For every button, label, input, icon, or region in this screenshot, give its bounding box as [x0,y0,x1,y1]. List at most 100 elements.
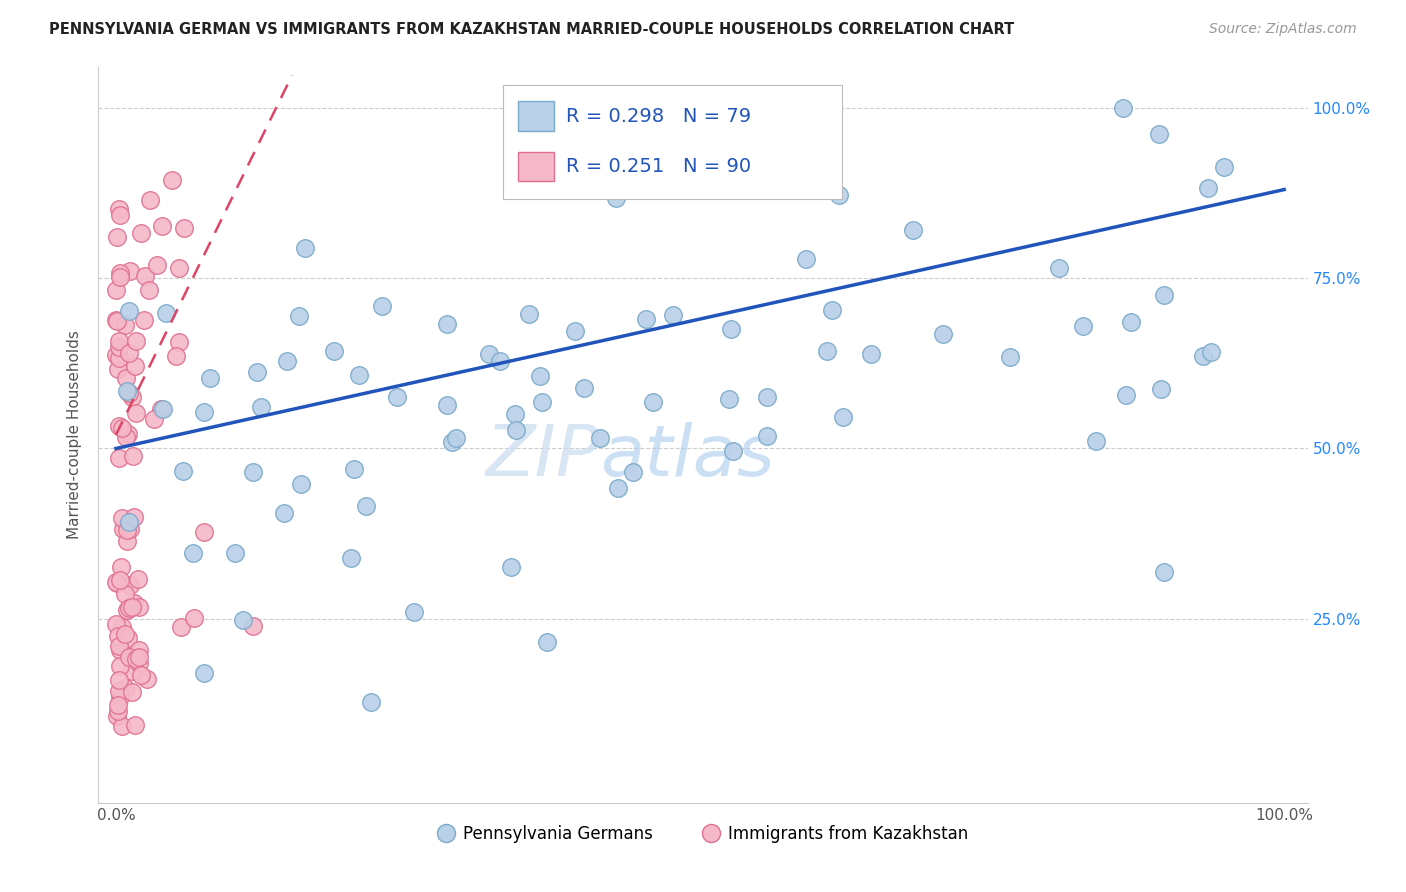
Point [242,619,264,633]
Point [131,667,153,681]
Point [529,368,551,383]
Point [531,395,554,409]
Point [115,430,138,444]
Point [115,603,138,617]
Point [110,620,132,634]
Point [488,354,510,368]
Point [121,449,143,463]
Point [118,346,141,360]
Point [343,462,366,476]
Point [246,365,269,379]
Point [138,193,160,207]
Point [224,546,246,560]
Text: R = 0.298   N = 79: R = 0.298 N = 79 [567,107,751,126]
Point [152,402,174,417]
Point [108,643,131,657]
Point [121,600,143,615]
Point [1150,382,1173,396]
Point [124,334,146,348]
Point [111,421,134,435]
Point [794,252,817,267]
Point [105,709,128,723]
Point [721,444,744,458]
Point [152,219,174,233]
Point [108,419,131,434]
Point [661,308,683,322]
Text: atlas: atlas [600,423,775,491]
Point [105,616,128,631]
Point [436,398,458,412]
Point [127,572,149,586]
Point [108,639,131,653]
Point [1119,314,1142,328]
Point [402,605,425,619]
Text: ZIP: ZIP [486,423,600,491]
Point [110,573,132,587]
Point [117,303,139,318]
Point [114,627,136,641]
Point [340,550,363,565]
Legend: Pennsylvania Germans, Immigrants from Kazakhstan: Pennsylvania Germans, Immigrants from Ka… [432,818,974,850]
Point [124,406,146,420]
Point [111,719,134,733]
Point [436,317,458,331]
Point [107,340,129,354]
Point [125,651,148,665]
Point [149,402,172,417]
Point [114,371,136,385]
Point [107,673,129,688]
Text: R = 0.251   N = 90: R = 0.251 N = 90 [567,157,751,176]
Point [118,577,141,591]
Point [107,351,129,366]
Point [110,266,132,280]
Point [143,411,166,425]
Point [323,344,346,359]
Point [505,423,527,437]
Point [172,464,194,478]
Point [815,344,838,359]
Point [1112,101,1135,115]
Point [636,311,658,326]
Point [132,312,155,326]
Point [105,575,128,590]
Point [108,269,131,284]
FancyBboxPatch shape [503,86,842,200]
Point [242,465,264,479]
Point [107,362,129,376]
Point [129,226,152,240]
Point [173,221,195,235]
Point [273,506,295,520]
Point [105,314,128,328]
FancyBboxPatch shape [517,152,554,181]
Point [121,685,143,699]
Point [117,384,139,398]
Point [360,695,382,709]
Point [1147,127,1170,141]
Point [117,632,139,646]
Point [128,650,150,665]
Point [108,334,131,348]
Point [183,611,205,625]
Point [1212,160,1234,174]
Point [756,429,779,443]
Point [114,587,136,601]
Point [134,268,156,283]
Point [621,465,644,479]
Point [104,283,127,297]
Point [385,390,408,404]
FancyBboxPatch shape [517,102,554,131]
Point [170,620,193,634]
Point [118,650,141,665]
Point [1192,349,1215,363]
Point [572,381,595,395]
Point [517,307,540,321]
Text: PENNSYLVANIA GERMAN VS IMMIGRANTS FROM KAZAKHSTAN MARRIED-COUPLE HOUSEHOLDS CORR: PENNSYLVANIA GERMAN VS IMMIGRANTS FROM K… [49,22,1015,37]
Point [107,698,129,713]
Point [167,260,190,275]
Point [354,499,377,513]
Point [118,516,141,530]
Point [755,390,778,404]
Point [288,310,311,324]
Point [501,560,523,574]
Point [110,560,132,574]
